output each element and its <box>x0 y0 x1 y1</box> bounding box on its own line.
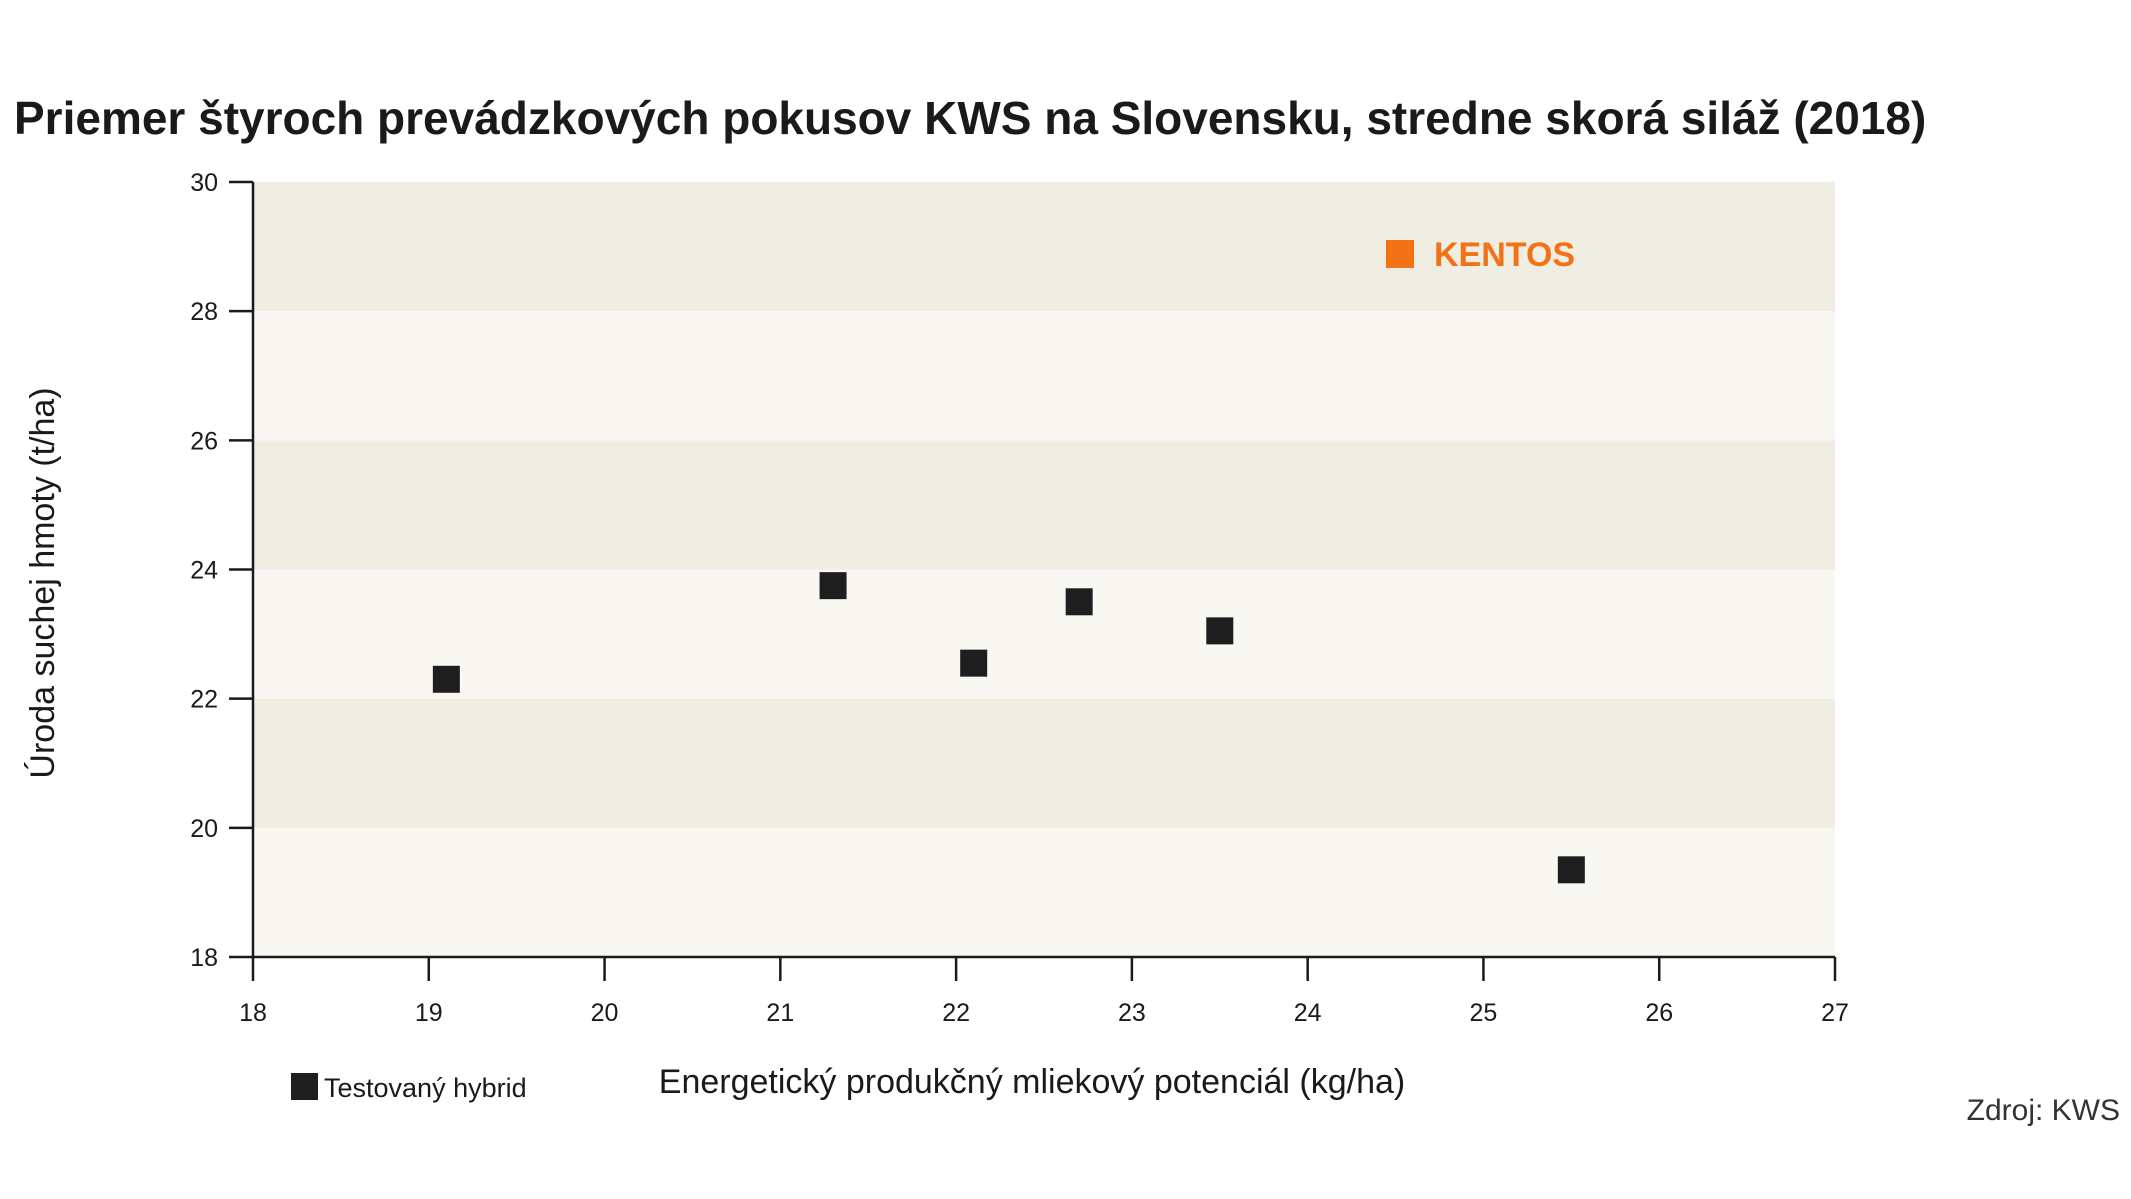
plot-background-bands <box>253 182 1835 957</box>
y-tick-label: 22 <box>190 686 218 714</box>
x-axis-ticks: 18 19 20 21 22 23 24 25 26 27 <box>239 957 1849 1027</box>
kentos-marker <box>1386 240 1414 268</box>
data-point <box>1557 856 1585 884</box>
kentos-label: KENTOS <box>1434 236 1575 274</box>
y-axis-ticks: 18 20 22 24 26 28 30 <box>190 169 253 972</box>
y-tick-label: 24 <box>190 557 218 585</box>
background-band <box>253 827 1835 957</box>
data-point <box>1065 588 1093 616</box>
x-tick-label: 26 <box>1645 999 1673 1027</box>
y-axis-label: Úroda suchej hmoty (t/ha) <box>24 387 62 778</box>
y-tick-label: 26 <box>190 427 218 455</box>
y-tick-label: 20 <box>190 815 218 843</box>
background-band <box>253 311 1835 441</box>
x-tick-label: 23 <box>1118 999 1146 1027</box>
x-tick-label: 21 <box>766 999 794 1027</box>
data-points <box>432 572 1585 884</box>
background-band <box>253 698 1835 828</box>
x-tick-label: 25 <box>1470 999 1498 1027</box>
background-band <box>253 440 1835 570</box>
background-band <box>253 182 1835 312</box>
legend-marker <box>291 1073 318 1100</box>
legend: Testovaný hybrid <box>291 1073 527 1103</box>
x-tick-label: 27 <box>1821 999 1849 1027</box>
x-axis-label: Energetický produkčný mliekový potenciál… <box>659 1063 1405 1101</box>
data-point <box>432 665 460 693</box>
background-band <box>253 569 1835 699</box>
x-tick-label: 20 <box>591 999 619 1027</box>
source-note: Zdroj: KWS <box>1967 1094 2120 1127</box>
data-point <box>819 572 847 600</box>
y-tick-label: 18 <box>190 944 218 972</box>
x-tick-label: 22 <box>942 999 970 1027</box>
highlight-legend: KENTOS <box>1386 236 1575 274</box>
y-tick-label: 30 <box>190 169 218 197</box>
data-point <box>1206 617 1234 645</box>
x-tick-label: 19 <box>415 999 443 1027</box>
legend-label: Testovaný hybrid <box>324 1073 527 1103</box>
x-tick-label: 18 <box>239 999 267 1027</box>
y-tick-label: 28 <box>190 298 218 326</box>
data-point <box>960 649 988 677</box>
x-tick-label: 24 <box>1294 999 1322 1027</box>
chart-title: Priemer štyroch prevádzkových pokusov KW… <box>14 92 1926 144</box>
